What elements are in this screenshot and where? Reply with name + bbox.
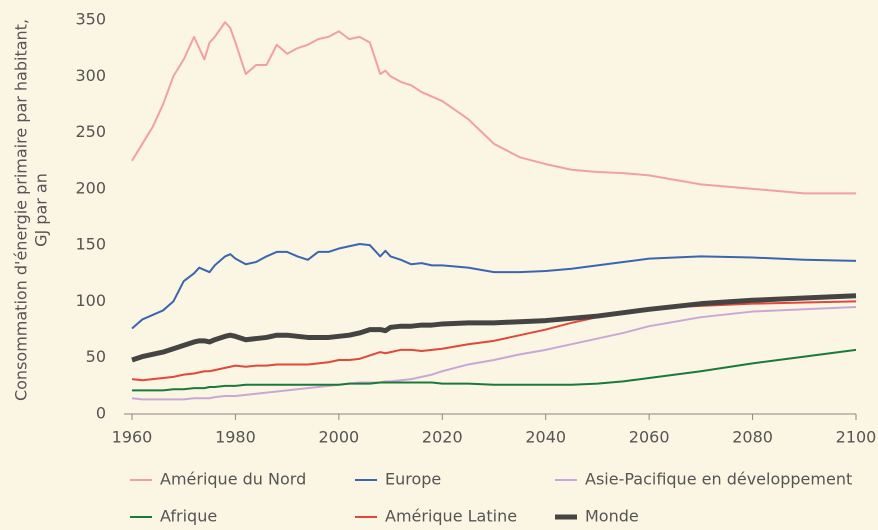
- x-tick-label: 1960: [112, 428, 153, 447]
- legend-label: Asie-Pacifique en développement: [585, 470, 852, 489]
- y-tick-label: 350: [75, 10, 106, 29]
- legend-label: Afrique: [160, 507, 217, 526]
- series-line: [131, 243, 857, 330]
- y-axis-title: Consommation d'énergie primaire par habi…: [12, 19, 51, 401]
- x-tick-label: 2060: [629, 428, 670, 447]
- legend-label: Monde: [585, 507, 639, 526]
- legend-label: Europe: [385, 470, 441, 489]
- y-tick-label: 150: [75, 235, 106, 254]
- series-line: [131, 293, 857, 363]
- y-tick-label: 250: [75, 122, 106, 141]
- x-tick-label: 2020: [422, 428, 463, 447]
- y-label-line: GJ par an: [32, 173, 51, 247]
- x-tick-label: 1980: [215, 428, 256, 447]
- series-line: [132, 348, 857, 392]
- y-tick-label: 50: [86, 347, 106, 366]
- x-tick-label: 2000: [318, 428, 359, 447]
- series-line: [131, 21, 856, 195]
- legend-label: Amérique Latine: [385, 507, 517, 526]
- x-tick-label: 2040: [525, 428, 566, 447]
- x-tick-label: 2080: [732, 428, 773, 447]
- y-tick-label: 0: [96, 404, 106, 423]
- y-tick-label: 100: [75, 291, 106, 310]
- y-label-line: Consommation d'énergie primaire par habi…: [12, 19, 31, 401]
- x-tick-label: 2100: [836, 428, 877, 447]
- y-tick-label: 200: [75, 178, 106, 197]
- series-line: [131, 300, 857, 382]
- y-tick-label: 300: [75, 66, 106, 85]
- legend-label: Amérique du Nord: [160, 470, 306, 489]
